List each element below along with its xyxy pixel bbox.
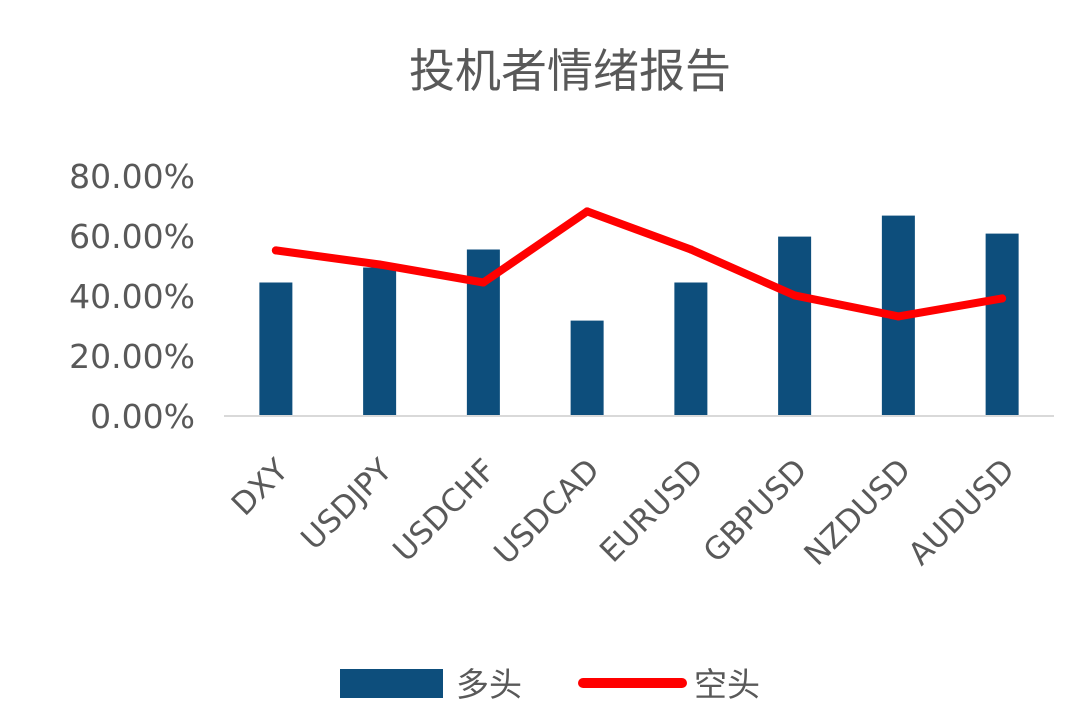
x-axis-labels: DXYUSDJPYUSDCHFUSDCADEURUSDGBPUSDNZDUSDA… <box>225 452 1022 573</box>
x-tick-label: NZDUSD <box>797 452 918 573</box>
x-tick-label: AUDUSD <box>902 452 1022 572</box>
legend-swatch-bar <box>340 669 443 698</box>
y-tick-label: 0.00% <box>90 397 195 436</box>
x-tick-label: USDCAD <box>487 452 606 571</box>
line-point-gbpusd <box>790 291 799 300</box>
legend-label-long: 多头 <box>456 665 522 704</box>
bar-audusd <box>985 233 1019 416</box>
line-point-usdcad <box>583 207 592 216</box>
x-tick-label: GBPUSD <box>697 452 815 570</box>
legend-label-short: 空头 <box>694 665 760 704</box>
bar-gbpusd <box>778 236 812 416</box>
y-tick-label: 40.00% <box>69 277 195 316</box>
x-tick-label: DXY <box>225 452 296 523</box>
short-line <box>271 207 1007 321</box>
y-tick-label: 80.00% <box>69 157 195 196</box>
bar-dxy <box>259 282 293 416</box>
bar-usdcad <box>570 320 604 416</box>
x-tick-label: USDCHF <box>386 452 503 569</box>
y-tick-label: 60.00% <box>69 217 195 256</box>
bar-series <box>259 215 1019 416</box>
line-point-usdjpy <box>375 260 384 269</box>
line-series <box>271 207 1007 321</box>
line-point-audusd <box>998 294 1007 303</box>
bar-usdjpy <box>363 267 397 416</box>
line-point-nzdusd <box>894 312 903 321</box>
legend: 多头 空头 <box>340 665 760 704</box>
bar-eurusd <box>674 282 708 416</box>
line-point-dxy <box>271 246 280 255</box>
line-point-eurusd <box>686 245 695 254</box>
line-point-usdchf <box>479 278 488 287</box>
y-axis: 0.00% 20.00% 40.00% 60.00% 80.00% <box>69 157 195 436</box>
x-tick-label: EURUSD <box>593 452 710 569</box>
chart-title: 投机者情绪报告 <box>409 44 731 98</box>
x-tick-label: USDJPY <box>294 452 399 557</box>
y-tick-label: 20.00% <box>69 337 195 376</box>
